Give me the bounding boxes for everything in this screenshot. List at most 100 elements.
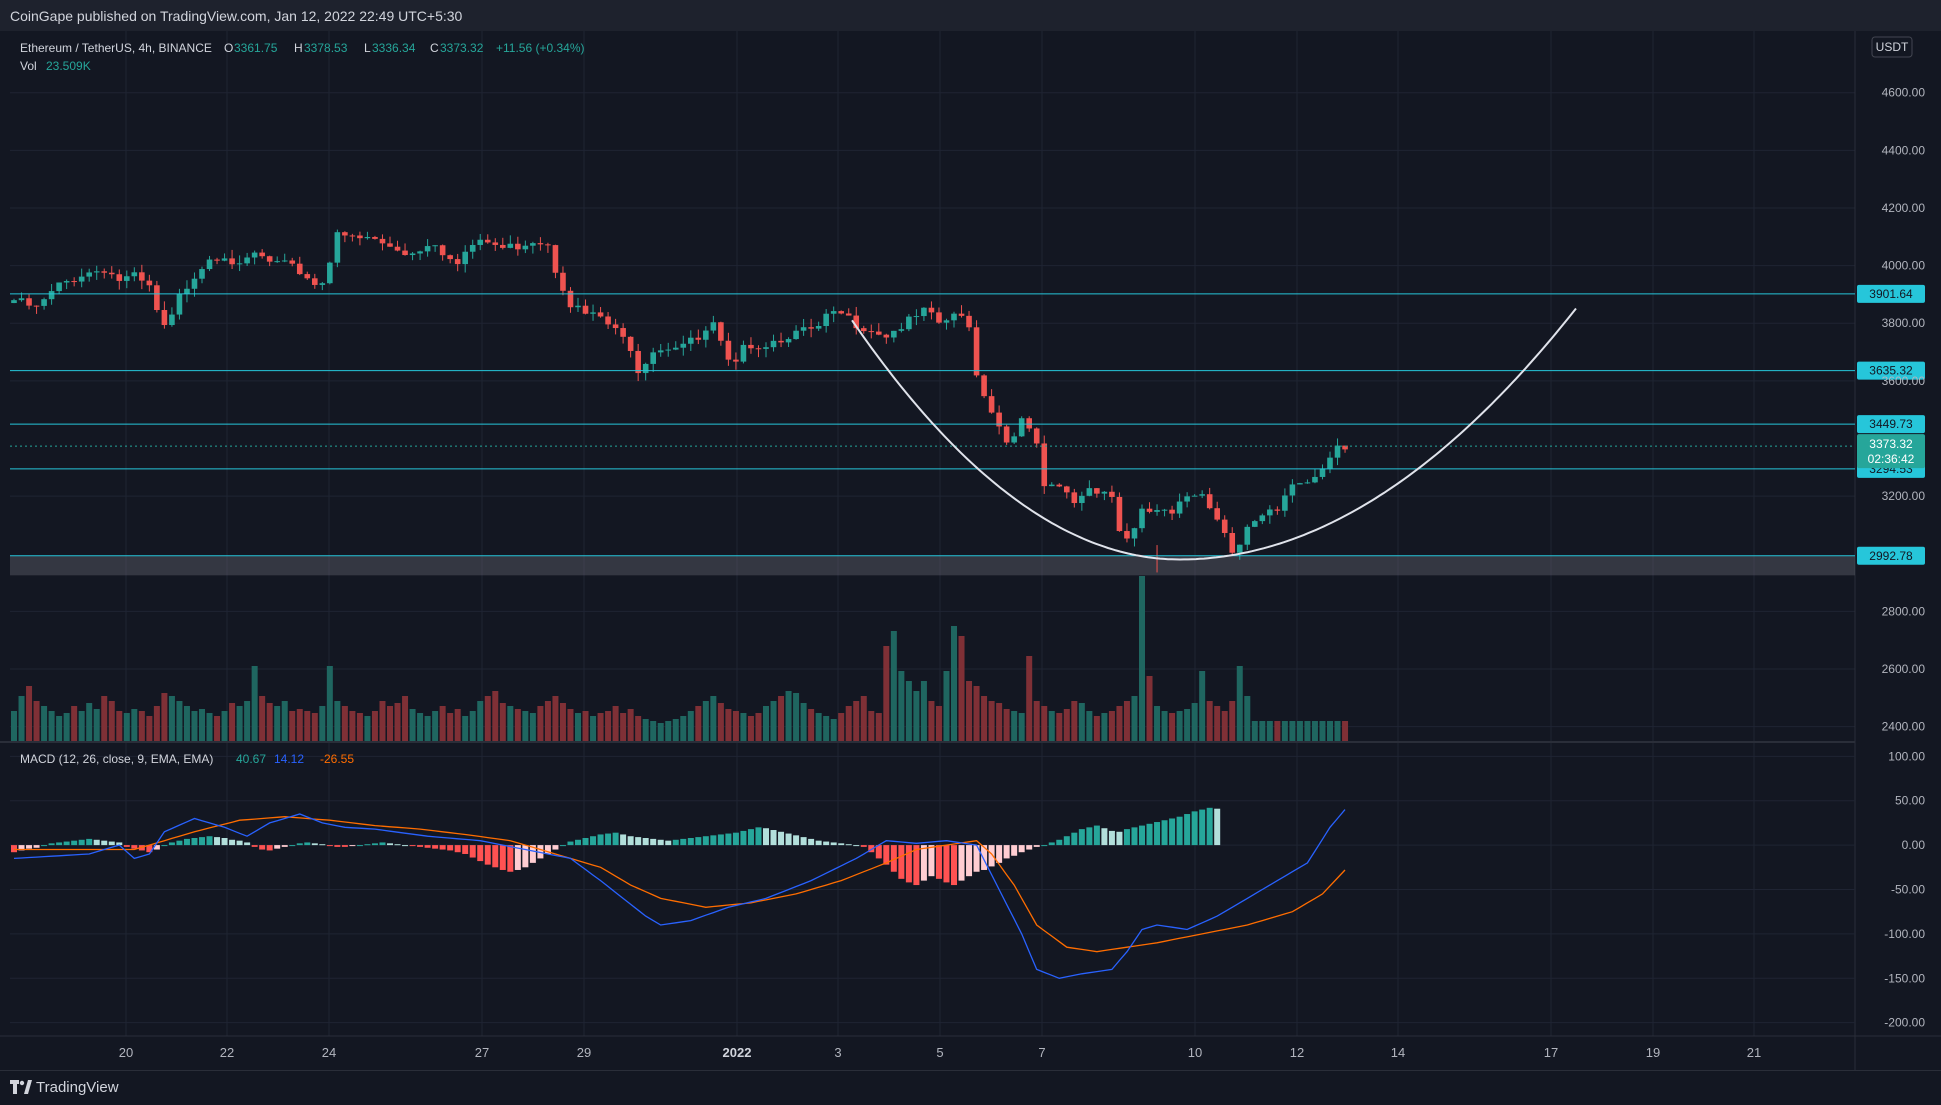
macd-histogram-bar (1033, 845, 1040, 847)
macd-histogram-bar (116, 842, 123, 846)
candles (11, 229, 1348, 573)
volume-bar (454, 709, 461, 741)
candle-body (33, 305, 40, 307)
macd-histogram-bar (477, 845, 484, 862)
candle-body (101, 271, 108, 273)
macd-histogram-bar (935, 845, 942, 879)
volume-bar (1244, 696, 1251, 741)
volume-bar (1259, 721, 1266, 741)
macd-histogram-bar (71, 840, 78, 846)
price-tick-label: 3800.00 (1882, 316, 1926, 330)
volume-bar (101, 696, 108, 741)
volume-bar (41, 706, 48, 741)
macd-histogram-bar (702, 836, 709, 846)
candle-body (1274, 509, 1281, 511)
macd-histogram-bar (529, 845, 536, 863)
candle-body (793, 330, 799, 340)
volume-bar (1334, 721, 1341, 741)
candle-body (620, 328, 626, 337)
macd-histogram-bar (289, 845, 296, 847)
macd-histogram-bar (131, 845, 138, 849)
macd-histogram-bar (499, 845, 506, 870)
volume-bar (943, 671, 950, 741)
price-chart[interactable]: 3901.643635.323449.733294.532992.783373.… (0, 31, 1941, 1070)
volume-bar (763, 706, 769, 741)
signal-line (14, 816, 1346, 953)
candle-body (1191, 495, 1198, 497)
candle-body (214, 259, 220, 261)
candle-body (1086, 488, 1093, 496)
macd-histogram-bar (371, 843, 378, 846)
macd-histogram-bar (424, 845, 431, 848)
volume-bar (1093, 716, 1100, 741)
candle-body (462, 251, 468, 265)
macd-histogram-bar (161, 845, 168, 847)
macd-histogram-bar (214, 837, 221, 846)
volume-bar (582, 711, 589, 741)
macd-histogram-bar (1131, 827, 1138, 846)
volume-bar (1236, 666, 1243, 741)
macd-tick-label: -50.00 (1891, 883, 1925, 897)
volume-bar (1078, 703, 1085, 741)
volume-bar (199, 709, 205, 741)
macd-histogram-bar (966, 845, 973, 877)
macd-histogram-bar (326, 845, 333, 847)
macd-histogram-bar (146, 845, 153, 853)
volume-bar (71, 706, 78, 741)
volume-bar (18, 696, 25, 741)
volume-bar (785, 691, 792, 741)
macd-histogram-bar (559, 845, 566, 847)
candle-body (710, 322, 717, 331)
macd-histogram-bar (379, 842, 386, 846)
candle-body (41, 299, 47, 306)
candle-body (1206, 494, 1213, 509)
volume-bar (123, 713, 130, 741)
candle-body (981, 375, 987, 397)
macd-histogram-bar (334, 845, 341, 847)
open-label: O (224, 41, 233, 55)
volume-bar (1251, 721, 1258, 741)
volume-bar (717, 703, 724, 741)
candle-body (1003, 426, 1010, 443)
volume-bar (567, 709, 574, 741)
macd-histogram-bar (778, 831, 785, 846)
high-label: H (294, 41, 303, 55)
currency-badge[interactable]: USDT (1871, 36, 1913, 58)
volume-bar (529, 713, 536, 741)
candle-body (469, 244, 476, 252)
volume-bar (78, 711, 85, 741)
macd-histogram-bar (1139, 825, 1145, 846)
volume-bar (793, 693, 800, 741)
volume-bar (349, 711, 356, 741)
close-value: 3373.32 (440, 41, 484, 55)
candle-body (703, 330, 709, 340)
macd-histogram-bar (507, 845, 514, 872)
macd-histogram-bar (687, 838, 694, 846)
volume-bar (168, 696, 175, 741)
macd-histogram-bar (447, 845, 454, 851)
volume-bar (559, 703, 566, 741)
macd-histogram-bar (454, 845, 461, 853)
volume-bar (469, 711, 476, 741)
candle-body (1154, 510, 1160, 512)
volume-bar (1146, 676, 1153, 741)
macd-histogram-bar (341, 845, 348, 847)
macd-histogram-bar (266, 845, 273, 851)
volume-bar (1011, 711, 1018, 741)
volume-bar (988, 701, 995, 741)
candle-body (830, 311, 837, 314)
candle-body (327, 262, 333, 284)
date-tick-label: 7 (1038, 1045, 1045, 1060)
candle-body (108, 272, 115, 275)
candle-body (1214, 508, 1220, 520)
macd-histogram-bar (409, 845, 416, 847)
candle-body (1131, 528, 1138, 539)
macd-histogram-bar (1199, 809, 1206, 846)
candle-body (695, 337, 702, 340)
macd-histogram-bar (627, 836, 634, 846)
macd-tick-label: 50.00 (1895, 794, 1925, 808)
candle-body (1176, 501, 1183, 514)
macd-histogram-bar (244, 842, 251, 846)
macd-histogram-bar (770, 830, 777, 846)
macd-histogram-bar (86, 838, 93, 846)
